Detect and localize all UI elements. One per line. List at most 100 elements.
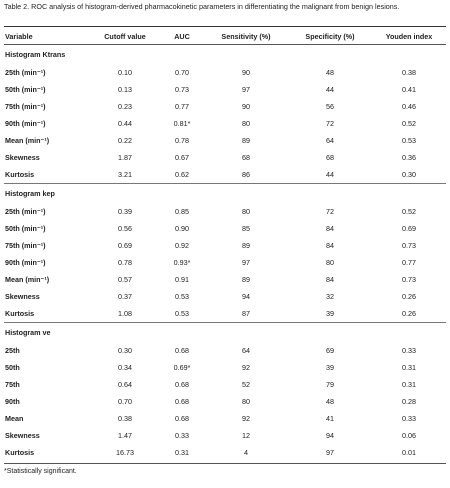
cell-youden: 0.33 <box>402 346 416 355</box>
table-row: 25th (min⁻¹) 0.39 0.85 80 72 0.52 <box>4 203 446 220</box>
cell-sensitivity: 94 <box>242 292 250 301</box>
cell-sensitivity: 12 <box>242 431 250 440</box>
cell-sensitivity: 89 <box>242 275 250 284</box>
cell-auc: 0.92 <box>175 241 189 250</box>
table-row: 90th (min⁻¹) 0.44 0.81* 80 72 0.52 <box>4 115 446 132</box>
table-row: 75th (min⁻¹) 0.69 0.92 89 84 0.73 <box>4 237 446 254</box>
cell-specificity: 94 <box>326 431 334 440</box>
table-caption: Table 2. ROC analysis of histogram-deriv… <box>4 2 400 11</box>
cell-specificity: 69 <box>326 346 334 355</box>
table-row: Skewness 1.47 0.33 12 94 0.06 <box>4 427 446 444</box>
cell-youden: 0.28 <box>402 397 416 406</box>
cell-youden: 0.41 <box>402 85 416 94</box>
table-row: 50th (min⁻¹) 0.56 0.90 85 84 0.69 <box>4 220 446 237</box>
table-row: Skewness 1.87 0.67 68 68 0.36 <box>4 149 446 166</box>
section-header-row: Histogram Ktrans <box>4 45 446 65</box>
cell-auc: 0.85 <box>175 207 189 216</box>
cell-label: 75th (min⁻¹) <box>5 241 46 250</box>
column-header-variable: Variable <box>4 28 90 45</box>
table-row: 75th 0.64 0.68 52 79 0.31 <box>4 376 446 393</box>
cell-auc: 0.91 <box>175 275 189 284</box>
cell-cutoff: 0.44 <box>118 119 132 128</box>
cell-label: Kurtosis <box>5 309 35 318</box>
cell-specificity: 64 <box>326 136 334 145</box>
table-row: 25th (min⁻¹) 0.10 0.70 90 48 0.38 <box>4 64 446 81</box>
table-row: Kurtosis 3.21 0.62 86 44 0.30 <box>4 166 446 184</box>
cell-cutoff: 0.38 <box>118 414 132 423</box>
cell-auc: 0.73 <box>175 85 189 94</box>
cell-label: Skewness <box>5 431 40 440</box>
cell-cutoff: 0.34 <box>118 363 132 372</box>
cell-cutoff: 0.30 <box>118 346 132 355</box>
cell-specificity: 41 <box>326 414 334 423</box>
cell-auc: 0.31 <box>175 448 189 457</box>
section-title: Histogram Ktrans <box>5 50 66 59</box>
cell-auc: 0.68 <box>175 380 189 389</box>
cell-cutoff: 3.21 <box>118 170 132 179</box>
footnote: *Statistically significant. <box>4 468 77 475</box>
cell-cutoff: 0.23 <box>118 102 132 111</box>
cell-youden: 0.33 <box>402 414 416 423</box>
cell-label: Mean (min⁻¹) <box>5 136 50 145</box>
cell-sensitivity: 89 <box>242 241 250 250</box>
cell-youden: 0.01 <box>402 448 416 457</box>
cell-sensitivity: 64 <box>242 346 250 355</box>
cell-specificity: 56 <box>326 102 334 111</box>
cell-specificity: 84 <box>326 241 334 250</box>
table-row: 25th 0.30 0.68 64 69 0.33 <box>4 342 446 359</box>
cell-auc: 0.70 <box>175 68 189 77</box>
cell-label: 75th <box>5 380 20 389</box>
cell-label: 25th <box>5 346 20 355</box>
cell-youden: 0.77 <box>402 258 416 267</box>
bottom-rule <box>4 463 446 464</box>
cell-sensitivity: 97 <box>242 258 250 267</box>
section-header-row: Histogram kep <box>4 183 446 203</box>
cell-cutoff: 0.56 <box>118 224 132 233</box>
cell-auc: 0.93* <box>173 258 191 267</box>
cell-sensitivity: 86 <box>242 170 250 179</box>
cell-specificity: 72 <box>326 119 334 128</box>
column-header-youden: Youden index <box>372 28 446 45</box>
table-row: 75th (min⁻¹) 0.23 0.77 90 56 0.46 <box>4 98 446 115</box>
cell-specificity: 72 <box>326 207 334 216</box>
cell-auc: 0.68 <box>175 414 189 423</box>
table-row: Skewness 0.37 0.53 94 32 0.26 <box>4 288 446 305</box>
roc-table: Variable Cutoff value AUC Sensitivity (%… <box>4 28 446 461</box>
cell-cutoff: 0.10 <box>118 68 132 77</box>
cell-label: Kurtosis <box>5 448 35 457</box>
cell-youden: 0.53 <box>402 136 416 145</box>
cell-youden: 0.26 <box>402 292 416 301</box>
table-row: Mean (min⁻¹) 0.57 0.91 89 84 0.73 <box>4 271 446 288</box>
cell-youden: 0.31 <box>402 380 416 389</box>
cell-cutoff: 0.37 <box>118 292 132 301</box>
cell-label: Skewness <box>5 292 40 301</box>
cell-sensitivity: 90 <box>242 102 250 111</box>
section-title: Histogram kep <box>4 183 446 203</box>
cell-cutoff: 1.87 <box>118 153 132 162</box>
cell-label: Skewness <box>5 153 40 162</box>
cell-cutoff: 1.47 <box>118 431 132 440</box>
cell-specificity: 79 <box>326 380 334 389</box>
cell-specificity: 48 <box>326 68 334 77</box>
table-body: Histogram Ktrans 25th (min⁻¹) 0.10 0.70 90 48… <box>4 45 446 462</box>
cell-label: 25th (min⁻¹) <box>5 207 46 216</box>
cell-label: 50th (min⁻¹) <box>5 85 46 94</box>
cell-specificity: 97 <box>326 448 334 457</box>
cell-auc: 0.77 <box>175 102 189 111</box>
cell-cutoff: 0.13 <box>118 85 132 94</box>
cell-specificity: 80 <box>326 258 334 267</box>
cell-specificity: 48 <box>326 397 334 406</box>
table-row: 90th 0.70 0.68 80 48 0.28 <box>4 393 446 410</box>
cell-cutoff: 0.22 <box>118 136 132 145</box>
cell-sensitivity: 52 <box>242 380 250 389</box>
cell-label: 90th (min⁻¹) <box>5 119 46 128</box>
cell-specificity: 84 <box>326 224 334 233</box>
cell-label: 25th (min⁻¹) <box>5 68 46 77</box>
cell-sensitivity: 87 <box>242 309 250 318</box>
cell-auc: 0.81* <box>173 119 191 128</box>
cell-label: 50th <box>5 363 20 372</box>
cell-youden: 0.36 <box>402 153 416 162</box>
cell-sensitivity: 80 <box>242 397 250 406</box>
cell-specificity: 84 <box>326 275 334 284</box>
section-header-row: Histogram ve <box>4 322 446 342</box>
